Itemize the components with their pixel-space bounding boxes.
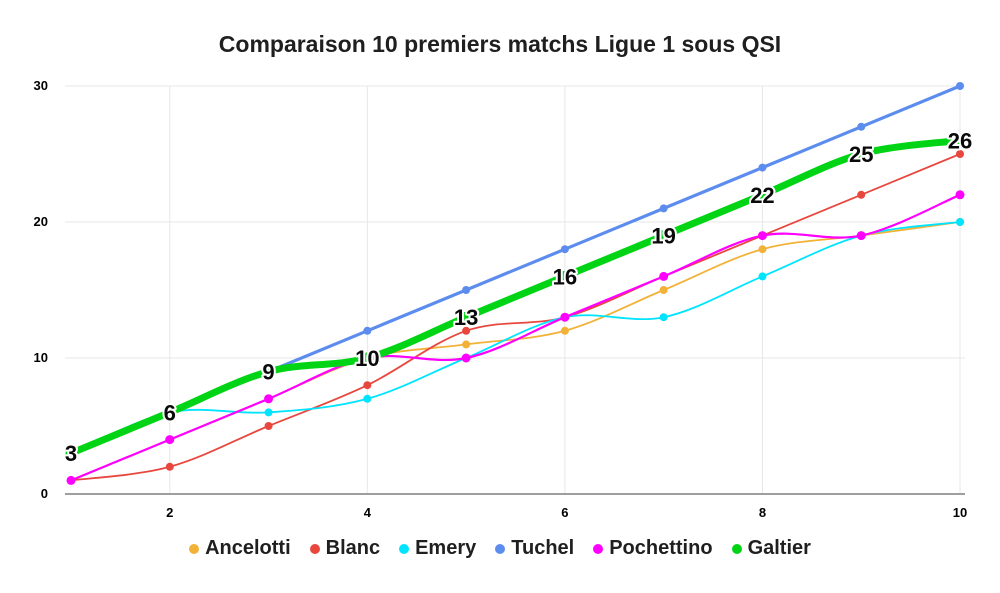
- series-point-pochettino: [856, 231, 866, 241]
- data-label-galtier: 6: [164, 400, 176, 425]
- chart-title: Comparaison 10 premiers matchs Ligue 1 s…: [218, 31, 782, 57]
- series-point-emery: [264, 408, 273, 417]
- series-point-ancelotti: [758, 245, 767, 254]
- series-point-tuchel: [758, 163, 767, 172]
- series-point-galtier: [954, 134, 966, 146]
- legend-item-blanc: Blanc: [309, 537, 381, 560]
- series-point-ancelotti: [560, 326, 569, 335]
- data-label-galtier: 25: [849, 142, 873, 167]
- chart-legend: Ancelotti Blanc Emery Tuchel Pochettino Galti…: [0, 537, 1000, 560]
- series-point-blanc: [363, 381, 372, 390]
- series-point-blanc: [264, 422, 273, 430]
- series-point-galtier: [460, 311, 472, 323]
- data-label-galtier: 10: [355, 346, 379, 371]
- series-point-blanc: [165, 462, 174, 471]
- series-point-ancelotti: [462, 340, 471, 349]
- legend-swatch-icon: [593, 543, 604, 554]
- series-line-galtier: [67, 136, 964, 457]
- x-axis-tick-label: 2: [166, 505, 173, 520]
- series-point-tuchel: [956, 82, 964, 90]
- series-point-galtier: [756, 189, 768, 201]
- legend-swatch-icon: [731, 543, 742, 554]
- x-axis-tick-label: 4: [364, 505, 372, 520]
- series-point-tuchel: [462, 286, 471, 294]
- series-point-pochettino: [955, 190, 965, 200]
- series-point-galtier: [559, 270, 571, 282]
- series-point-tuchel: [857, 122, 866, 131]
- data-label-galtier: 16: [553, 264, 577, 289]
- series-point-emery: [363, 394, 372, 403]
- data-label-galtier: 22: [750, 183, 774, 208]
- series-point-galtier: [65, 447, 77, 459]
- data-label-galtier: 13: [454, 305, 478, 330]
- series-point-pochettino: [264, 394, 274, 404]
- series-point-blanc: [956, 150, 964, 158]
- series-point-galtier: [263, 366, 275, 378]
- legend-label: Ancelotti: [205, 537, 291, 559]
- series-point-pochettino: [461, 353, 471, 363]
- legend-item-tuchel: Tuchel: [495, 537, 574, 560]
- legend-label: Blanc: [325, 537, 381, 559]
- data-label-galtier: 9: [262, 360, 274, 385]
- series-point-tuchel: [659, 204, 668, 213]
- legend-swatch-icon: [495, 543, 506, 554]
- legend-label: Emery: [415, 537, 477, 559]
- y-axis-tick-label: 20: [34, 214, 48, 229]
- series-point-pochettino: [560, 312, 570, 322]
- legend-label: Pochettino: [609, 537, 713, 559]
- series-point-emery: [659, 313, 668, 322]
- legend-item-emery: Emery: [399, 537, 476, 560]
- series-point-pochettino: [659, 271, 669, 281]
- series-line-blanc: [70, 153, 961, 482]
- data-label-galtier: 3: [65, 441, 77, 466]
- x-axis-tick-label: 6: [561, 505, 568, 520]
- legend-item-ancelotti: Ancelotti: [189, 537, 291, 560]
- series-point-tuchel: [560, 245, 569, 254]
- legend-swatch-icon: [399, 543, 410, 554]
- series-point-blanc: [462, 326, 471, 335]
- series-point-emery: [758, 272, 767, 281]
- data-label-galtier: 26: [948, 128, 972, 153]
- series-line-ancelotti: [70, 221, 961, 482]
- x-axis-tick-label: 10: [953, 505, 967, 520]
- series-point-galtier: [855, 148, 867, 160]
- data-label-galtier: 19: [651, 224, 675, 249]
- legend-item-galtier: Galtier: [731, 537, 811, 560]
- series-point-pochettino: [165, 435, 175, 445]
- legend-item-pochettino: Pochettino: [593, 537, 713, 560]
- legend-label: Galtier: [747, 537, 811, 559]
- series-line-pochettino: [69, 193, 962, 482]
- y-axis-tick-label: 10: [34, 350, 48, 365]
- y-axis-tick-label: 30: [34, 78, 48, 93]
- legend-label: Tuchel: [511, 537, 575, 559]
- legend-swatch-icon: [309, 543, 320, 554]
- legend-swatch-icon: [189, 543, 200, 554]
- series-line-emery: [70, 221, 961, 455]
- series-point-galtier: [361, 352, 373, 364]
- series-point-galtier: [164, 406, 176, 418]
- series-point-emery: [956, 218, 964, 226]
- series-point-blanc: [857, 190, 866, 199]
- series-point-ancelotti: [659, 286, 668, 294]
- series-point-pochettino: [66, 475, 76, 485]
- x-axis-tick-label: 8: [759, 505, 766, 520]
- series-point-pochettino: [757, 231, 767, 241]
- series-point-galtier: [658, 230, 670, 242]
- series-point-tuchel: [363, 326, 372, 335]
- y-axis-tick-label: 0: [41, 486, 48, 501]
